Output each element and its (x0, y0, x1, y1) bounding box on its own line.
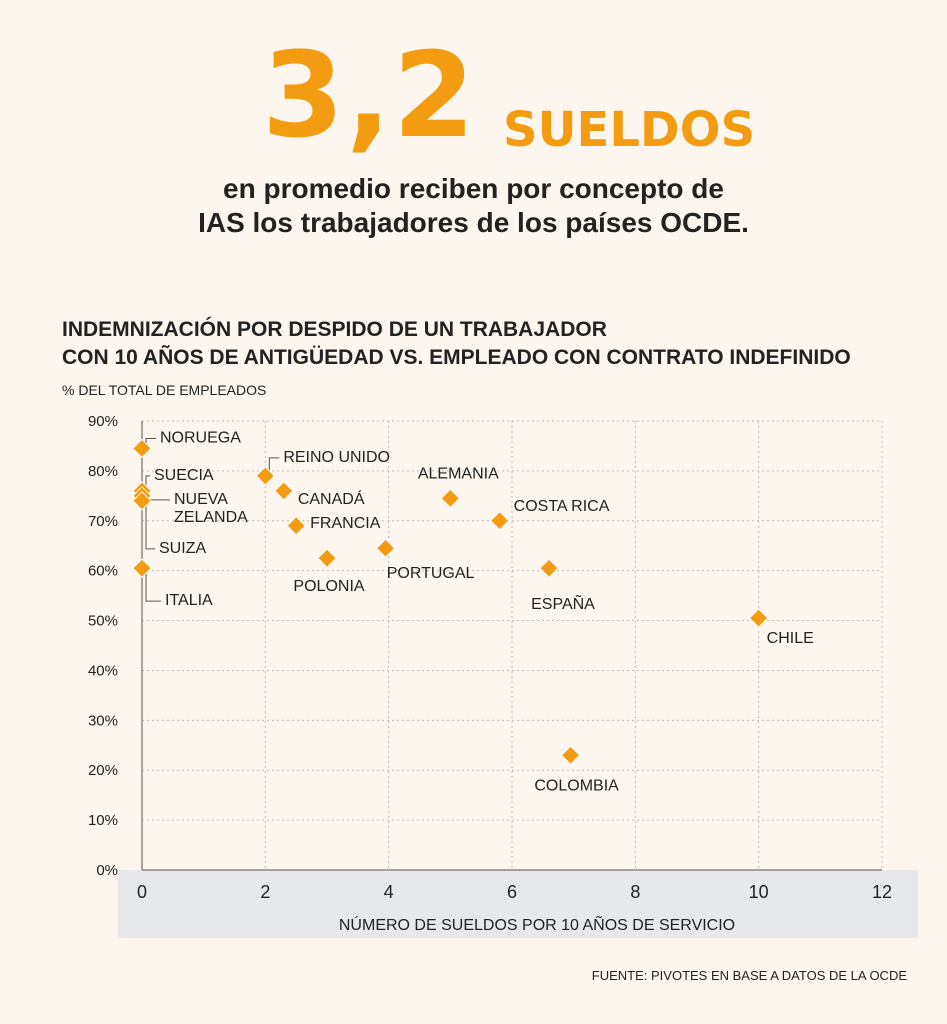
x-tick-label: 4 (384, 882, 394, 902)
x-axis-label: NÚMERO DE SUELDOS POR 10 AÑOS DE SERVICI… (339, 914, 735, 934)
chart-title-line-2: CON 10 AÑOS DE ANTIGÜEDAD VS. EMPLEADO C… (62, 346, 851, 369)
y-tick-label: 0% (96, 862, 118, 879)
y-tick-label: 40% (88, 662, 118, 679)
data-point (748, 608, 769, 628)
data-point (489, 511, 510, 531)
leader-line (268, 457, 280, 476)
data-point (440, 488, 461, 509)
data-label: ESPAÑA (531, 593, 595, 613)
source-note: FUENTE: PIVOTES EN BASE A DATOS DE LA OC… (591, 968, 907, 983)
data-point (255, 466, 276, 486)
x-tick-label: 12 (872, 882, 892, 902)
x-tick-label: 2 (260, 882, 270, 902)
data-label: ZELANDA (174, 509, 248, 526)
y-tick-label: 80% (88, 463, 118, 480)
data-point (560, 745, 581, 765)
x-tick-label: 0 (137, 882, 147, 902)
x-tick-label: 6 (507, 882, 517, 902)
y-tick-label: 10% (88, 812, 118, 829)
data-point (274, 481, 294, 501)
chart-title-line-1: INDEMNIZACIÓN POR DESPIDO DE UN TRABAJAD… (62, 318, 607, 341)
data-label: ITALIA (165, 592, 213, 609)
data-label: CANADÁ (298, 489, 365, 508)
data-label: COLOMBIA (534, 777, 619, 794)
y-axis-unit: % DEL TOTAL DE EMPLEADOS (62, 382, 267, 398)
data-label: REINO UNIDO (283, 449, 390, 466)
leader-line (145, 500, 155, 550)
data-label: NORUEGA (160, 429, 241, 446)
headline-line-2: IAS los trabajadores de los países OCDE. (198, 207, 749, 238)
y-tick-label: 90% (88, 413, 118, 430)
x-tick-label: 8 (630, 882, 640, 902)
data-label: NUEVA (174, 491, 228, 508)
x-axis-band (118, 870, 918, 938)
data-point (375, 538, 396, 558)
data-point (132, 491, 152, 511)
y-tick-label: 60% (88, 563, 118, 580)
data-point (132, 438, 152, 459)
chart-title: INDEMNIZACIÓN POR DESPIDO DE UN TRABAJAD… (62, 316, 851, 372)
y-tick-label: 70% (88, 513, 118, 530)
data-label: FRANCIA (310, 515, 381, 532)
y-tick-label: 30% (88, 712, 118, 729)
data-label: SUIZA (159, 540, 206, 557)
data-point (132, 558, 152, 578)
data-label: SUECIA (154, 467, 214, 484)
headline-unit: SUELDOS (503, 102, 756, 158)
headline-subtitle: en promedio reciben por concepto de IAS … (0, 172, 947, 240)
leader-line (145, 568, 161, 602)
data-label: PORTUGAL (387, 565, 475, 582)
data-point (317, 548, 337, 568)
data-label: COSTA RICA (514, 498, 610, 515)
data-point (286, 516, 306, 536)
headline: 3,2 SUELDOS (0, 30, 947, 160)
y-tick-label: 50% (88, 613, 118, 630)
y-tick-label: 20% (88, 762, 118, 779)
data-label: POLONIA (293, 578, 364, 595)
data-point (539, 558, 559, 578)
x-tick-label: 10 (749, 882, 769, 902)
data-label: CHILE (767, 630, 814, 647)
headline-number: 3,2 (262, 26, 478, 164)
headline-line-1: en promedio reciben por concepto de (223, 173, 724, 204)
data-label: ALEMANIA (418, 465, 499, 482)
